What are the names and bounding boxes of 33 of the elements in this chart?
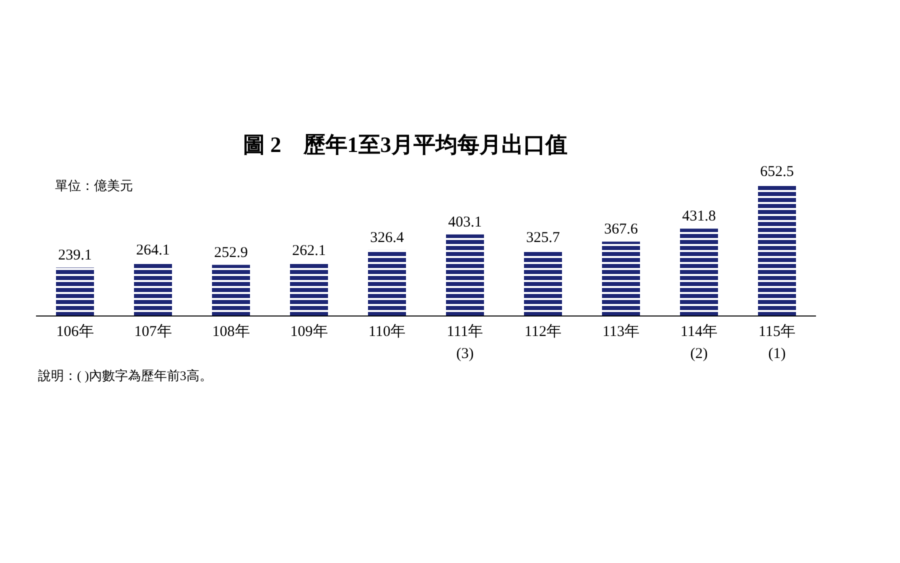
x-tick-label: 111年 (3) (446, 323, 484, 362)
x-tick-label: 113年 (602, 323, 640, 340)
bar (56, 268, 94, 316)
data-label: 652.5 (760, 164, 794, 180)
bar (524, 250, 562, 316)
bar (446, 234, 484, 316)
data-label: 326.4 (370, 230, 404, 246)
data-label: 252.9 (214, 244, 248, 261)
bar (290, 262, 328, 316)
data-label: 325.7 (526, 230, 560, 246)
chart-title: 圖 2 歷年1至3月平均每月出口值 (242, 132, 568, 157)
bar (758, 184, 796, 316)
bar (680, 228, 718, 316)
x-tick-label: 108年 (212, 323, 250, 340)
data-label: 262.1 (292, 242, 326, 259)
bar (212, 264, 250, 316)
data-label: 367.6 (604, 222, 638, 238)
x-tick-label: 112年 (524, 323, 562, 340)
data-label: 403.1 (448, 214, 482, 230)
bar (368, 250, 406, 316)
x-tick-label: 107年 (134, 323, 172, 340)
text: 說明：( )內數字為歷年前3高。 (38, 368, 212, 383)
data-label: 264.1 (136, 242, 170, 259)
chart-subtitle: 單位：億美元 (55, 178, 133, 193)
bar (602, 242, 640, 316)
x-tick-label: 115年 (1) (758, 323, 796, 362)
x-tick-label: 109年 (290, 323, 328, 340)
bar (134, 262, 172, 316)
data-label: 239.1 (58, 248, 92, 264)
x-tick-label: 114年 (2) (680, 323, 718, 362)
data-label: 431.8 (682, 208, 716, 225)
x-tick-label: 110年 (368, 323, 406, 340)
x-tick-label: 106年 (56, 323, 94, 340)
